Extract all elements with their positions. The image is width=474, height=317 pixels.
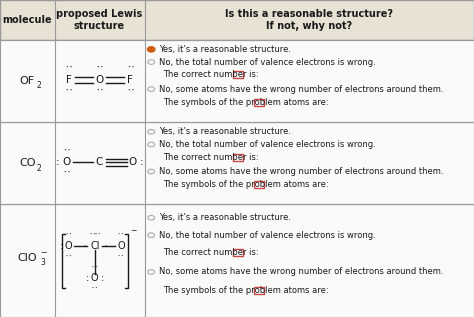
Text: 2: 2 [36,81,42,90]
Text: O: O [95,75,104,85]
Bar [233,249,243,256]
Bar [254,99,264,106]
Text: :: : [60,242,63,251]
Text: ··: ·· [93,232,101,238]
Text: Is this a reasonable structure?
If not, why not?: Is this a reasonable structure? If not, … [225,9,393,31]
Text: O: O [91,273,99,283]
Text: molecule: molecule [2,15,52,25]
Text: ·: · [104,243,106,249]
Text: :: : [127,242,130,251]
Text: O: O [117,242,125,251]
Text: ··: ·· [64,87,73,96]
Bar [233,71,243,78]
Text: −: − [130,226,137,235]
Text: The symbols of the problem atoms are:: The symbols of the problem atoms are: [163,286,328,295]
Text: ··: ·· [91,286,99,292]
Text: O: O [65,242,73,251]
Text: OF: OF [20,76,35,86]
Text: ··: ·· [91,265,99,271]
Text: ··: ·· [126,87,135,96]
Text: −: − [40,248,46,257]
Text: The correct number is:: The correct number is: [163,70,258,79]
Text: The symbols of the problem atoms are:: The symbols of the problem atoms are: [163,98,328,107]
Text: ··: ·· [62,147,71,156]
Bar [0,122,474,204]
Text: F: F [128,75,133,85]
Text: C: C [96,157,103,167]
Text: ··: ·· [88,232,97,238]
Text: No, the total number of valence electrons is wrong.: No, the total number of valence electron… [159,231,375,240]
Text: No, some atoms have the wrong number of electrons around them.: No, some atoms have the wrong number of … [159,167,443,176]
Bar [0,40,474,122]
Text: 2: 2 [36,164,42,172]
Bar [0,0,474,40]
Bar [233,154,243,161]
Text: :: : [56,157,60,167]
Text: :: : [139,157,143,167]
Text: 3: 3 [40,258,46,267]
Text: CO: CO [19,158,36,168]
Text: ··: ·· [117,254,125,260]
Text: proposed Lewis
structure: proposed Lewis structure [56,9,143,31]
Text: Yes, it’s a reasonable structure.: Yes, it’s a reasonable structure. [159,45,291,54]
Text: No, some atoms have the wrong number of electrons around them.: No, some atoms have the wrong number of … [159,85,443,94]
Text: ··: ·· [64,232,73,238]
Text: ··: ·· [126,64,135,73]
Bar [254,182,264,189]
Text: ··: ·· [64,64,73,73]
Text: ··: ·· [95,87,104,96]
Text: ClO: ClO [18,253,37,262]
Text: ··: ·· [117,232,125,238]
Text: ··: ·· [62,169,71,178]
Text: Yes, it’s a reasonable structure.: Yes, it’s a reasonable structure. [159,213,291,222]
Text: ·: · [83,243,85,249]
Text: No, some atoms have the wrong number of electrons around them.: No, some atoms have the wrong number of … [159,268,443,276]
Text: F: F [66,75,72,85]
Bar [254,287,264,294]
Text: ··: ·· [95,64,104,73]
Circle shape [149,48,154,51]
Text: Cl: Cl [90,242,100,251]
Text: :: : [86,273,89,283]
Text: The symbols of the problem atoms are:: The symbols of the problem atoms are: [163,180,328,190]
Bar [0,204,474,317]
Text: No, the total number of valence electrons is wrong.: No, the total number of valence electron… [159,58,375,67]
Text: Yes, it’s a reasonable structure.: Yes, it’s a reasonable structure. [159,127,291,136]
Text: O: O [128,157,137,167]
Text: No, the total number of valence electrons is wrong.: No, the total number of valence electron… [159,140,375,149]
Text: :: : [101,273,104,283]
Text: The correct number is:: The correct number is: [163,153,258,162]
Text: The correct number is:: The correct number is: [163,248,258,257]
Text: ··: ·· [64,254,73,260]
Text: O: O [62,157,71,167]
